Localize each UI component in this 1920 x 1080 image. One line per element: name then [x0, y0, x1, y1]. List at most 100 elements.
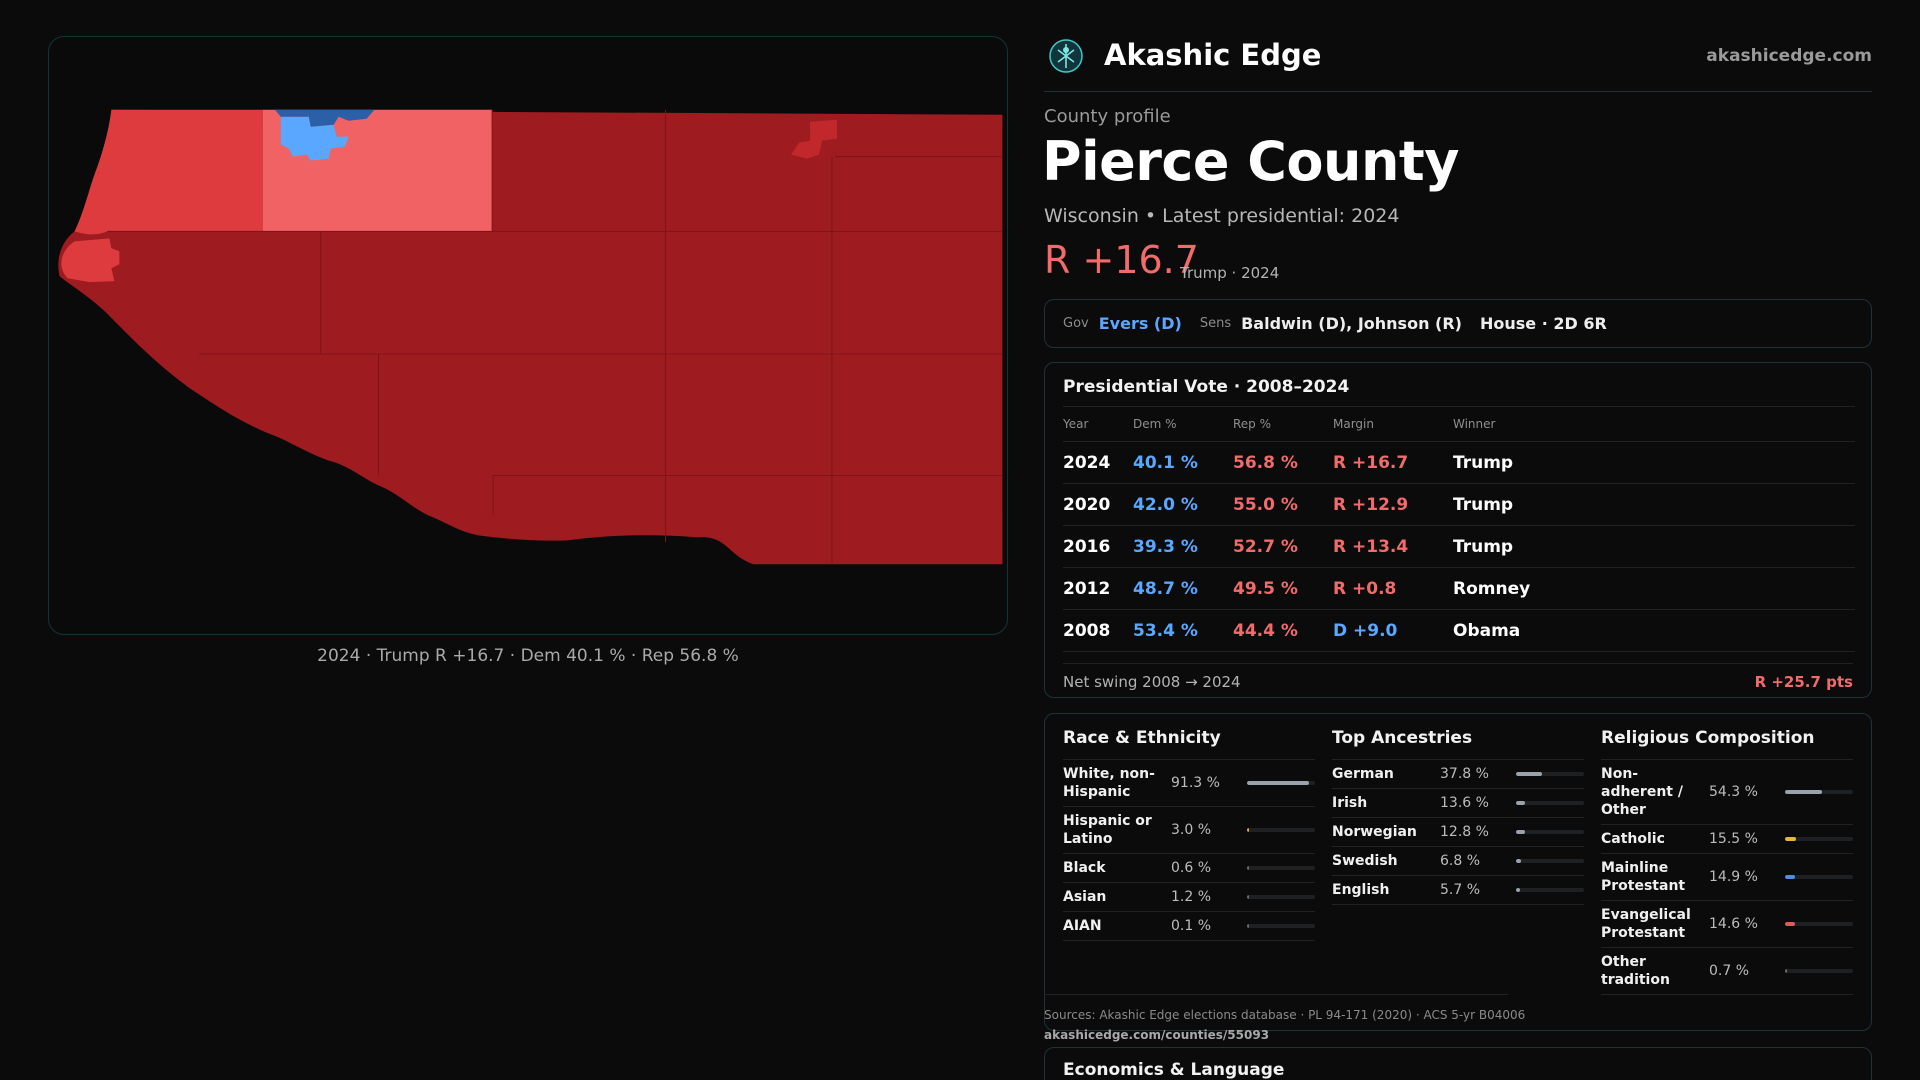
- presidential-title: Presidential Vote · 2008–2024: [1063, 377, 1349, 397]
- county-map[interactable]: [48, 36, 1008, 635]
- row-rep-pct: 55.0 %: [1233, 484, 1333, 526]
- row-dem-pct: 40.1 %: [1133, 442, 1233, 484]
- item-bar: [1785, 790, 1853, 794]
- item-value: 54.3 %: [1709, 784, 1785, 800]
- list-item: Hispanic or Latino 3.0 %: [1063, 807, 1315, 854]
- sources: Sources: Akashic Edge elections database…: [1044, 1005, 1525, 1045]
- brand-bar: Akashic Edge akashicedge.com: [1044, 36, 1872, 92]
- item-bar-fill: [1247, 895, 1249, 899]
- economics-card: Economics & Language: [1044, 1047, 1872, 1080]
- row-year: 2020: [1063, 484, 1133, 526]
- item-bar: [1785, 875, 1853, 879]
- item-label: Hispanic or Latino: [1063, 807, 1171, 853]
- item-value: 14.9 %: [1709, 869, 1785, 885]
- sources-text: Sources: Akashic Edge elections database…: [1044, 1005, 1525, 1025]
- item-bar-fill: [1785, 837, 1796, 841]
- list-item: Swedish 6.8 %: [1332, 847, 1584, 876]
- sens-label: Sens: [1200, 316, 1231, 331]
- item-value: 37.8 %: [1440, 766, 1516, 782]
- item-bar: [1785, 969, 1853, 973]
- item-bar-fill: [1785, 922, 1795, 926]
- item-bar-fill: [1516, 859, 1521, 863]
- ancestry-title: Top Ancestries: [1332, 728, 1584, 760]
- row-margin: R +16.7: [1333, 442, 1453, 484]
- col-rep: Rep %: [1233, 407, 1333, 442]
- brand-url-link[interactable]: akashicedge.com: [1706, 46, 1872, 66]
- religion-rows: Non-adherent / Other 54.3 % Catholic 15.5 %…: [1601, 760, 1853, 995]
- row-rep-pct: 56.8 %: [1233, 442, 1333, 484]
- item-bar: [1516, 830, 1584, 834]
- row-margin: R +0.8: [1333, 568, 1453, 610]
- race-title: Race & Ethnicity: [1063, 728, 1315, 760]
- row-margin: R +12.9: [1333, 484, 1453, 526]
- page-title: Pierce County: [1042, 130, 1459, 193]
- list-item: German 37.8 %: [1332, 760, 1584, 789]
- ancestry-column: Top Ancestries German 37.8 % Irish 13.6 % No…: [1332, 728, 1584, 905]
- table-row[interactable]: 2016 39.3 % 52.7 % R +13.4 Trump: [1063, 526, 1855, 568]
- row-year: 2012: [1063, 568, 1133, 610]
- item-label: Asian: [1063, 883, 1171, 911]
- item-value: 91.3 %: [1171, 775, 1247, 791]
- row-rep-pct: 49.5 %: [1233, 568, 1333, 610]
- list-item: Black 0.6 %: [1063, 854, 1315, 883]
- map-precinct-west-tip[interactable]: [61, 238, 119, 282]
- item-value: 0.6 %: [1171, 860, 1247, 876]
- table-row[interactable]: 2020 42.0 % 55.0 % R +12.9 Trump: [1063, 484, 1855, 526]
- table-row[interactable]: 2024 40.1 % 56.8 % R +16.7 Trump: [1063, 442, 1855, 484]
- economics-title: Economics & Language: [1063, 1060, 1284, 1080]
- row-rep-pct: 44.4 %: [1233, 610, 1333, 652]
- item-label: Norwegian: [1332, 818, 1440, 846]
- county-map-svg[interactable]: [49, 37, 1007, 634]
- map-precinct-northwest[interactable]: [75, 110, 263, 235]
- headline-margin-note: Trump · 2024: [1180, 264, 1279, 282]
- item-value: 0.1 %: [1171, 918, 1247, 934]
- item-value: 1.2 %: [1171, 889, 1247, 905]
- item-value: 15.5 %: [1709, 831, 1785, 847]
- item-bar: [1516, 801, 1584, 805]
- item-bar: [1247, 895, 1315, 899]
- item-bar-fill: [1785, 875, 1795, 879]
- item-label: Irish: [1332, 789, 1440, 817]
- sens-value: Baldwin (D), Johnson (R): [1241, 314, 1462, 333]
- page-eyebrow: County profile: [1044, 106, 1171, 127]
- officials-bar: Gov Evers (D) Sens Baldwin (D), Johnson …: [1044, 299, 1872, 348]
- list-item: White, non-Hispanic 91.3 %: [1063, 760, 1315, 807]
- item-bar: [1247, 828, 1315, 832]
- item-bar: [1785, 922, 1853, 926]
- item-bar: [1247, 924, 1315, 928]
- table-row[interactable]: 2008 53.4 % 44.4 % D +9.0 Obama: [1063, 610, 1855, 652]
- item-label: Black: [1063, 854, 1171, 882]
- item-bar: [1516, 859, 1584, 863]
- item-value: 13.6 %: [1440, 795, 1516, 811]
- item-label: Catholic: [1601, 825, 1709, 853]
- map-caption: 2024 · Trump R +16.7 · Dem 40.1 % · Rep …: [48, 646, 1008, 666]
- item-label: English: [1332, 876, 1440, 904]
- item-label: AIAN: [1063, 912, 1171, 940]
- presidential-rows: 2024 40.1 % 56.8 % R +16.7 Trump 2020 42.0 % 55…: [1063, 442, 1855, 652]
- row-dem-pct: 53.4 %: [1133, 610, 1233, 652]
- item-bar-fill: [1247, 781, 1309, 785]
- row-dem-pct: 39.3 %: [1133, 526, 1233, 568]
- item-value: 12.8 %: [1440, 824, 1516, 840]
- list-item: Other tradition 0.7 %: [1601, 948, 1853, 995]
- religion-title: Religious Composition: [1601, 728, 1853, 760]
- item-bar-fill: [1516, 830, 1525, 834]
- sources-url-link[interactable]: akashicedge.com/counties/55093: [1044, 1025, 1525, 1045]
- row-winner: Obama: [1453, 610, 1855, 652]
- row-winner: Trump: [1453, 484, 1855, 526]
- presidential-card: Presidential Vote · 2008–2024 Year Dem %…: [1044, 362, 1872, 698]
- row-winner: Trump: [1453, 442, 1855, 484]
- race-column: Race & Ethnicity White, non-Hispanic 91.3…: [1063, 728, 1315, 941]
- col-dem: Dem %: [1133, 407, 1233, 442]
- item-label: German: [1332, 760, 1440, 788]
- item-label: White, non-Hispanic: [1063, 760, 1171, 806]
- item-value: 6.8 %: [1440, 853, 1516, 869]
- table-row[interactable]: 2012 48.7 % 49.5 % R +0.8 Romney: [1063, 568, 1855, 610]
- item-bar-fill: [1516, 801, 1525, 805]
- row-winner: Trump: [1453, 526, 1855, 568]
- gov-value: Evers (D): [1099, 314, 1182, 333]
- house-value: House · 2D 6R: [1480, 314, 1607, 333]
- item-bar: [1516, 772, 1584, 776]
- item-bar-fill: [1516, 772, 1542, 776]
- list-item: Catholic 15.5 %: [1601, 825, 1853, 854]
